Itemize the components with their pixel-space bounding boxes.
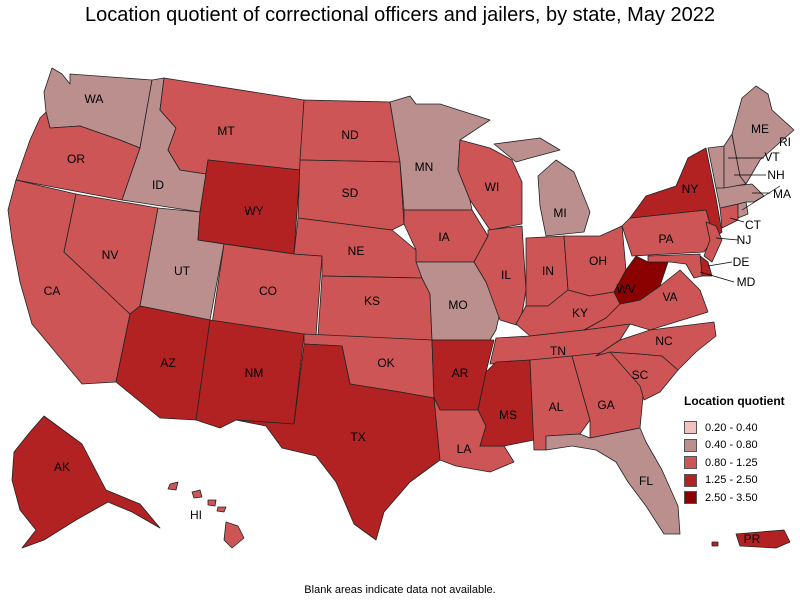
legend-swatch <box>684 456 697 470</box>
legend-label: 2.50 - 3.50 <box>705 491 758 504</box>
label-CA: CA <box>44 284 61 298</box>
label-PR: PR <box>744 532 761 546</box>
state-MS[interactable] <box>477 359 535 447</box>
state-SD[interactable] <box>297 159 405 231</box>
label-LA: LA <box>457 442 472 456</box>
label-TX: TX <box>350 430 365 444</box>
state-MA[interactable] <box>715 183 765 209</box>
legend-swatch <box>684 438 697 452</box>
state-HI[interactable] <box>167 481 245 549</box>
label-KY: KY <box>572 306 588 320</box>
legend-swatch <box>684 421 697 435</box>
label-HI: HI <box>190 508 202 522</box>
label-IN: IN <box>542 264 554 278</box>
label-WA: WA <box>85 92 104 106</box>
label-MA: MA <box>773 187 791 201</box>
legend-label: 0.20 - 0.40 <box>705 421 758 434</box>
state-MD[interactable] <box>647 253 703 279</box>
state-TX[interactable] <box>235 343 441 541</box>
state-RI[interactable] <box>737 201 749 219</box>
label-MS: MS <box>499 408 517 422</box>
label-NV: NV <box>102 248 119 262</box>
state-MI[interactable] <box>493 137 591 237</box>
state-IL[interactable] <box>473 225 527 327</box>
label-OK: OK <box>377 356 394 370</box>
label-DE: DE <box>733 255 750 269</box>
label-VT: VT <box>764 150 780 164</box>
label-SC: SC <box>632 368 649 382</box>
label-AL: AL <box>549 400 564 414</box>
label-TN: TN <box>550 344 566 358</box>
label-WV: WV <box>616 282 635 296</box>
legend-label: 0.40 - 0.80 <box>705 439 758 452</box>
label-GA: GA <box>597 398 614 412</box>
footnote: Blank areas indicate data not available. <box>304 584 496 596</box>
label-OH: OH <box>589 254 607 268</box>
label-MO: MO <box>448 298 467 312</box>
label-OR: OR <box>67 152 85 166</box>
label-PA: PA <box>658 232 673 246</box>
state-NC[interactable] <box>595 321 717 371</box>
label-AR: AR <box>452 366 469 380</box>
state-WV[interactable] <box>613 255 669 305</box>
label-RI: RI <box>779 135 791 149</box>
legend-title: Location quotient <box>684 394 785 408</box>
label-SD: SD <box>342 186 359 200</box>
label-CT: CT <box>745 218 762 232</box>
label-VA: VA <box>662 290 677 304</box>
label-AK: AK <box>54 460 70 474</box>
label-WY: WY <box>244 204 263 218</box>
label-MD: MD <box>737 275 756 289</box>
state-FL[interactable] <box>545 427 681 535</box>
label-NC: NC <box>655 334 673 348</box>
label-ID: ID <box>152 178 164 192</box>
label-ND: ND <box>341 128 359 142</box>
label-NE: NE <box>348 244 365 258</box>
legend-item: 0.40 - 0.80 <box>684 437 800 455</box>
state-CO[interactable] <box>211 243 323 337</box>
legend: Location quotient 0.20 - 0.40 0.40 - 0.80… <box>684 394 800 507</box>
label-NJ: NJ <box>737 233 752 247</box>
state-AK[interactable] <box>11 415 161 549</box>
label-KS: KS <box>364 294 380 308</box>
label-leaders <box>699 157 781 283</box>
state-labels: WA OR CA ID NV UT AZ MT WY CO NM ND SD N… <box>44 92 791 546</box>
label-FL: FL <box>639 474 653 488</box>
label-IA: IA <box>438 230 449 244</box>
label-MT: MT <box>217 124 235 138</box>
label-NM: NM <box>245 366 264 380</box>
legend-label: 0.80 - 1.25 <box>705 456 758 469</box>
label-AZ: AZ <box>160 356 175 370</box>
map-title: Location quotient of correctional office… <box>85 4 715 26</box>
state-VA[interactable] <box>583 269 709 331</box>
label-NH: NH <box>767 168 784 182</box>
state-ME[interactable] <box>731 85 795 185</box>
legend-item: 2.50 - 3.50 <box>684 489 800 507</box>
legend-swatch <box>684 491 697 505</box>
label-MI: MI <box>553 206 566 220</box>
legend-swatch <box>684 473 697 487</box>
label-MN: MN <box>415 160 434 174</box>
label-ME: ME <box>751 122 769 136</box>
label-NY: NY <box>682 182 699 196</box>
state-WI[interactable] <box>457 139 523 231</box>
legend-label: 1.25 - 2.50 <box>705 474 758 487</box>
label-WI: WI <box>485 180 500 194</box>
label-UT: UT <box>174 264 191 278</box>
legend-item: 0.20 - 0.40 <box>684 419 800 437</box>
state-NJ[interactable] <box>703 221 723 263</box>
legend-item: 1.25 - 2.50 <box>684 472 800 490</box>
legend-item: 0.80 - 1.25 <box>684 454 800 472</box>
label-CO: CO <box>259 284 277 298</box>
state-PR[interactable] <box>711 529 791 549</box>
label-IL: IL <box>501 268 511 282</box>
